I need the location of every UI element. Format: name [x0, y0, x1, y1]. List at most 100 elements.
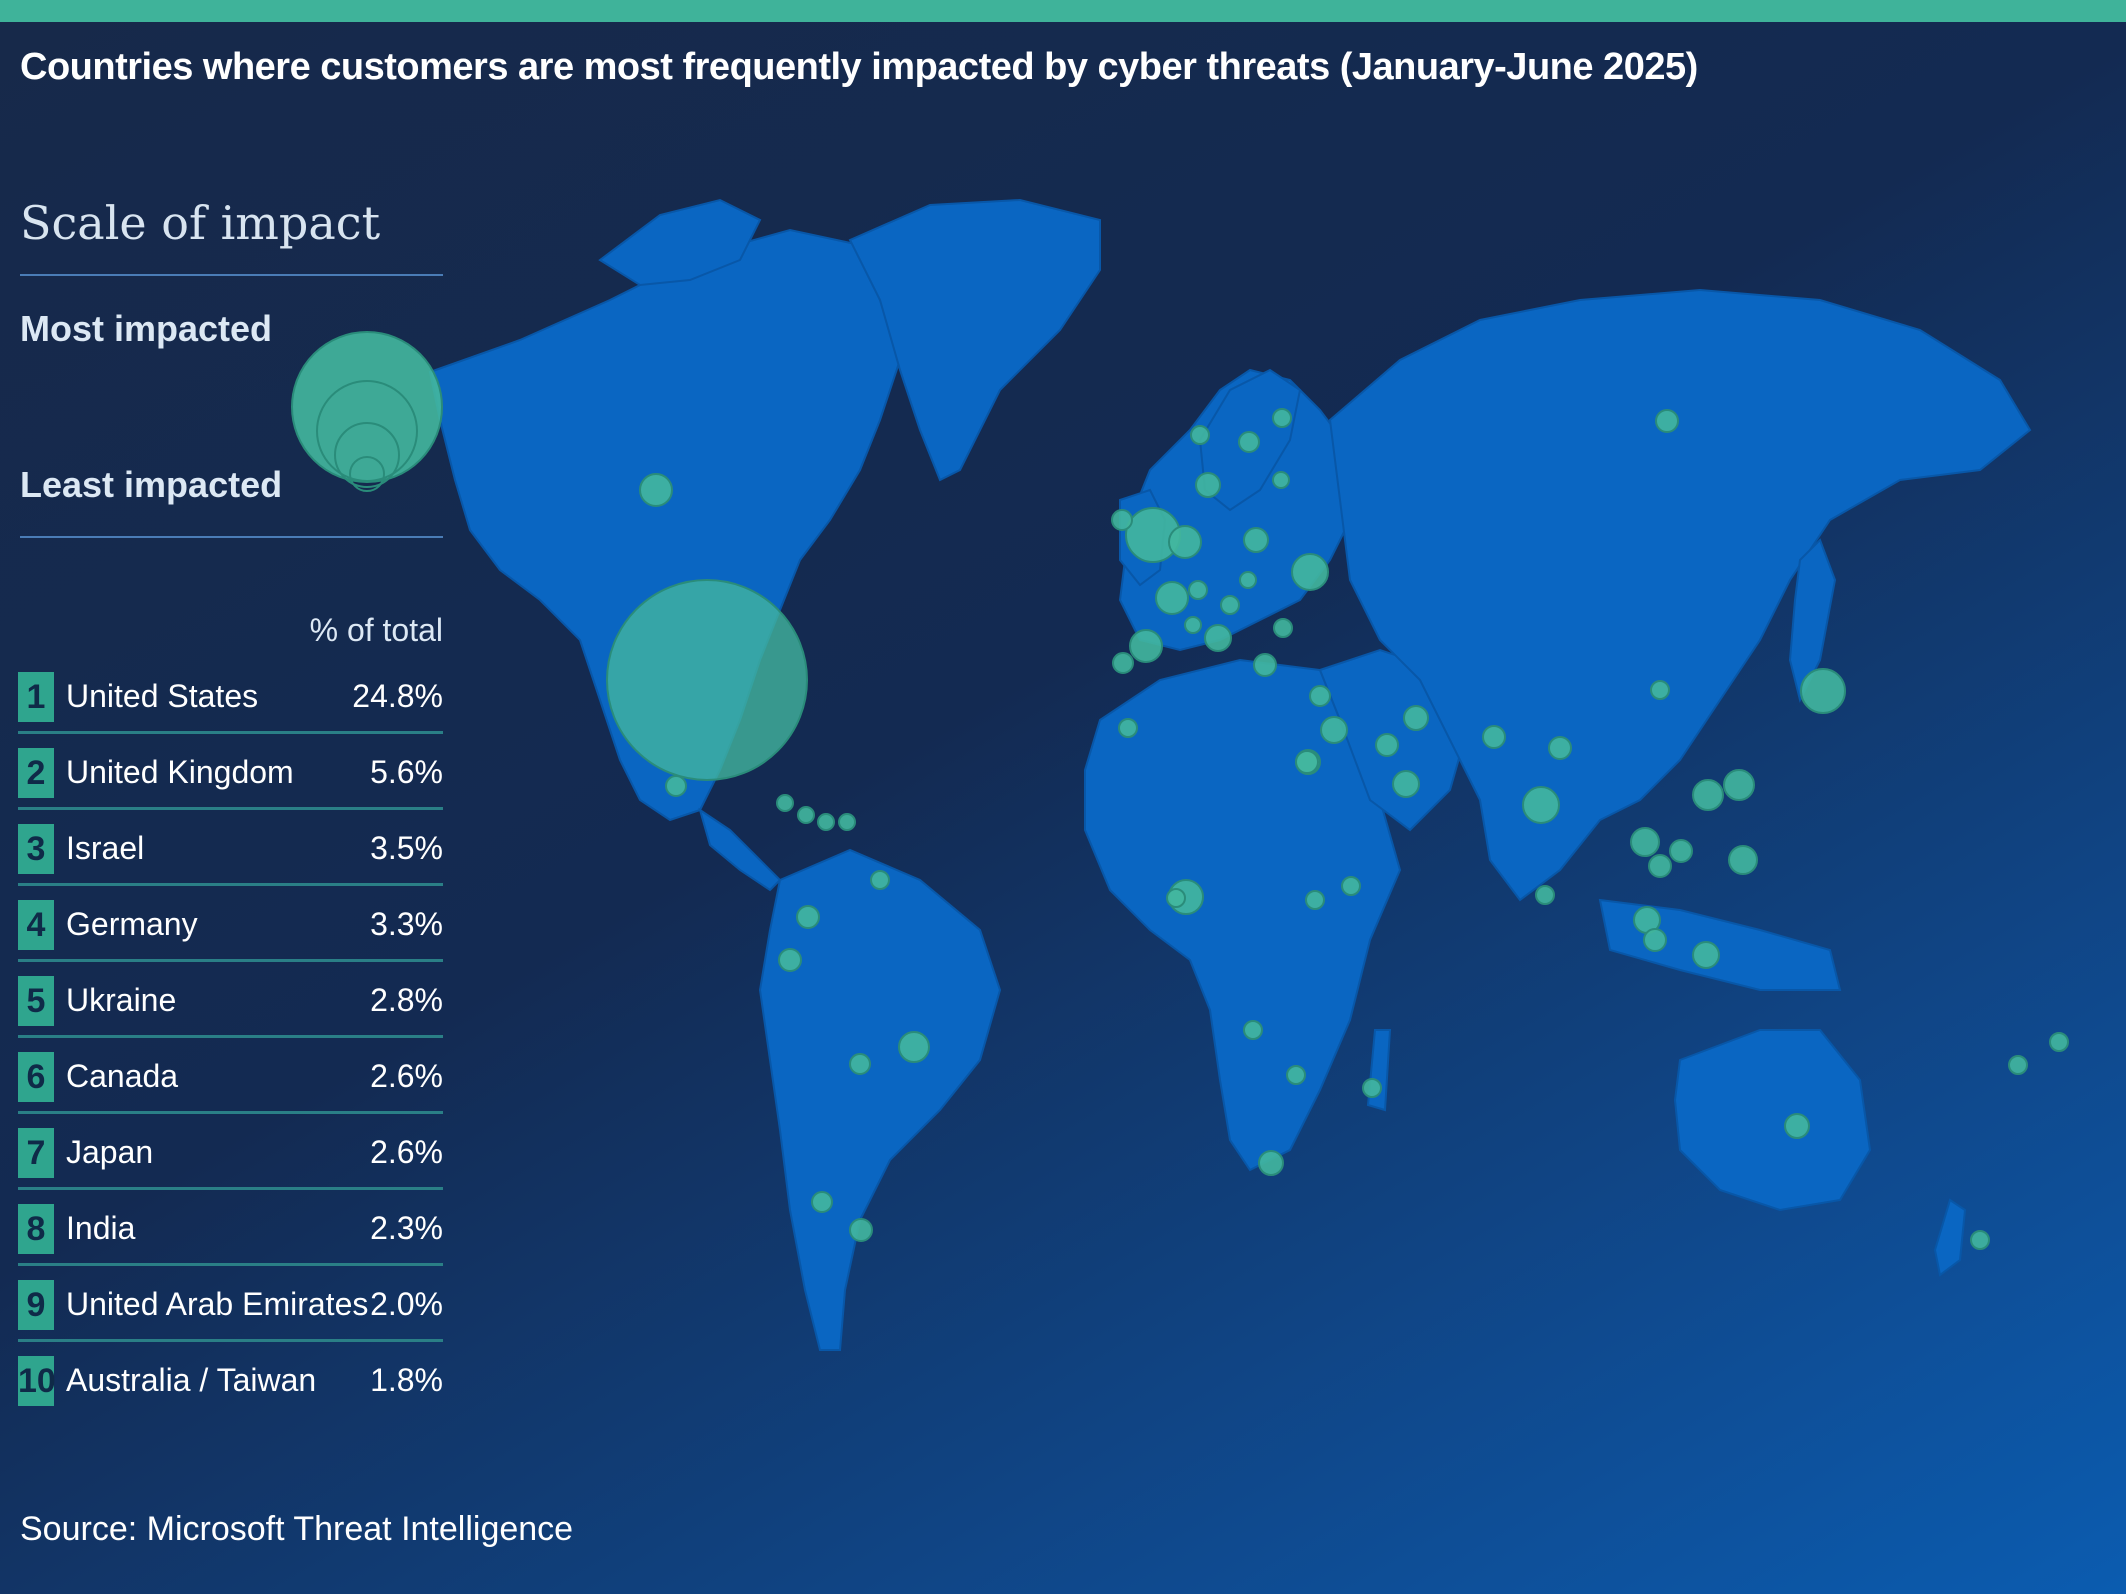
- bubble-russia: [1655, 409, 1679, 433]
- bubble-switzerland: [1184, 616, 1202, 634]
- bubble-argentina: [849, 1218, 873, 1242]
- bubble-uae: [1392, 770, 1420, 798]
- central-america: [698, 807, 782, 892]
- table-row: 5 Ukraine 2.8%: [18, 974, 443, 1038]
- bubble-peru: [778, 948, 802, 972]
- top-accent-bar: [0, 0, 2126, 22]
- country-name: Ukraine: [66, 982, 177, 1018]
- rank-badge: 10: [18, 1356, 56, 1406]
- country-pct: 1.8%: [370, 1362, 443, 1398]
- bubble-india: [1522, 786, 1560, 824]
- bubble-indonesia: [1692, 941, 1720, 969]
- table-row: 7 Japan 2.6%: [18, 1126, 443, 1190]
- table-row: 2 United Kingdom 5.6%: [18, 746, 443, 810]
- bubble-venezuela: [870, 870, 890, 890]
- bubble-madagascar: [1362, 1078, 1382, 1098]
- rank-badge: 4: [18, 900, 54, 950]
- bubble-pakistan: [1482, 725, 1506, 749]
- country-name: Canada: [66, 1058, 179, 1094]
- rank-badge: 3: [18, 824, 54, 874]
- most-impacted-label: Most impacted: [20, 308, 273, 349]
- pct-column-header: % of total: [309, 612, 443, 648]
- arctic-islands: [598, 198, 762, 287]
- table-row: 4 Germany 3.3%: [18, 898, 443, 962]
- country-name: Israel: [66, 830, 145, 866]
- bubble-caribbean-1: [797, 806, 815, 824]
- impact-bubbles: [606, 408, 2069, 1250]
- australia: [1673, 1029, 1872, 1212]
- bubble-caribbean-2: [817, 813, 835, 831]
- rank-badge: 7: [18, 1128, 54, 1178]
- bubble-taiwan: [1692, 779, 1724, 811]
- bubble-canada: [639, 473, 673, 507]
- greenland: [848, 198, 1101, 482]
- bubble-egypt: [1295, 750, 1319, 774]
- legend-bubble-small: [349, 456, 385, 492]
- madagascar: [1366, 1029, 1392, 1112]
- bubble-singapore: [1643, 928, 1667, 952]
- bubble-ghana: [1166, 888, 1186, 908]
- bubble-ireland: [1111, 509, 1133, 531]
- bubble-italy: [1204, 624, 1232, 652]
- bubble-kazakhstan: [1403, 705, 1429, 731]
- bubble-new-zealand: [1970, 1230, 1990, 1250]
- rank-badge: 2: [18, 748, 54, 798]
- row-divider: [18, 883, 443, 886]
- country-pct: 2.8%: [370, 982, 443, 1018]
- bubble-united-states: [606, 579, 808, 781]
- bubble-angola: [1243, 1020, 1263, 1040]
- bubble-iceland: [1190, 425, 1210, 445]
- legend-bottom-rule: [20, 536, 443, 538]
- rank-badge: 1: [18, 672, 54, 722]
- table-row: 9 United Arab Emirates 2.0%: [18, 1278, 443, 1342]
- country-pct: 3.3%: [370, 906, 443, 942]
- bubble-turkey: [1309, 685, 1331, 707]
- bubble-fiji: [2049, 1032, 2069, 1052]
- country-pct: 3.5%: [370, 830, 443, 866]
- row-divider: [18, 1035, 443, 1038]
- country-pct: 2.6%: [370, 1134, 443, 1170]
- bubble-south-korea: [1723, 769, 1755, 801]
- legend-bubble-largest: [291, 331, 443, 483]
- country-name: United Kingdom: [66, 754, 294, 790]
- bubble-baltics: [1272, 471, 1290, 489]
- legend-bubble-large: [316, 380, 418, 482]
- bubble-spain: [1129, 629, 1163, 663]
- country-name: United States: [66, 678, 259, 714]
- south-america: [758, 848, 1002, 1351]
- legend-top-rule: [20, 274, 443, 276]
- new-zealand: [1933, 1198, 1967, 1277]
- legend-heading: Scale of impact: [20, 196, 381, 250]
- bubble-caribbean-4: [776, 794, 794, 812]
- bubble-romania: [1273, 618, 1293, 638]
- country-name: United Arab Emirates: [66, 1286, 369, 1322]
- bubble-iran: [1375, 733, 1399, 757]
- bubble-pacific-island: [2008, 1055, 2028, 1075]
- bubble-czechia: [1239, 571, 1257, 589]
- bubble-mexico: [665, 775, 687, 797]
- table-row: 10 Australia / Taiwan 1.8%: [18, 1354, 443, 1412]
- bubble-australia: [1784, 1113, 1810, 1139]
- bubble-saudi-arabia: [1320, 716, 1348, 744]
- row-divider: [18, 1339, 443, 1342]
- land-masses: [428, 198, 2032, 1351]
- bubble-thailand: [1648, 854, 1672, 878]
- country-name: Australia / Taiwan: [66, 1362, 317, 1398]
- row-divider: [18, 1111, 443, 1114]
- bubble-south-africa: [1258, 1150, 1284, 1176]
- bubble-finland: [1272, 408, 1292, 428]
- bubble-hong-kong: [1630, 827, 1660, 857]
- bubble-germany: [1168, 525, 1202, 559]
- bubble-sweden: [1238, 431, 1260, 453]
- bubble-philippines: [1728, 845, 1758, 875]
- country-pct: 24.8%: [352, 678, 443, 714]
- table-row: 1 United States 24.8%: [18, 670, 443, 734]
- bubble-greece: [1253, 653, 1277, 677]
- table-row: 6 Canada 2.6%: [18, 1050, 443, 1114]
- row-divider: [18, 731, 443, 734]
- rank-badge: 9: [18, 1280, 54, 1330]
- bubble-kenya: [1305, 890, 1325, 910]
- country-name: Germany: [66, 906, 198, 942]
- bubble-poland: [1243, 527, 1269, 553]
- bubble-austria: [1220, 595, 1240, 615]
